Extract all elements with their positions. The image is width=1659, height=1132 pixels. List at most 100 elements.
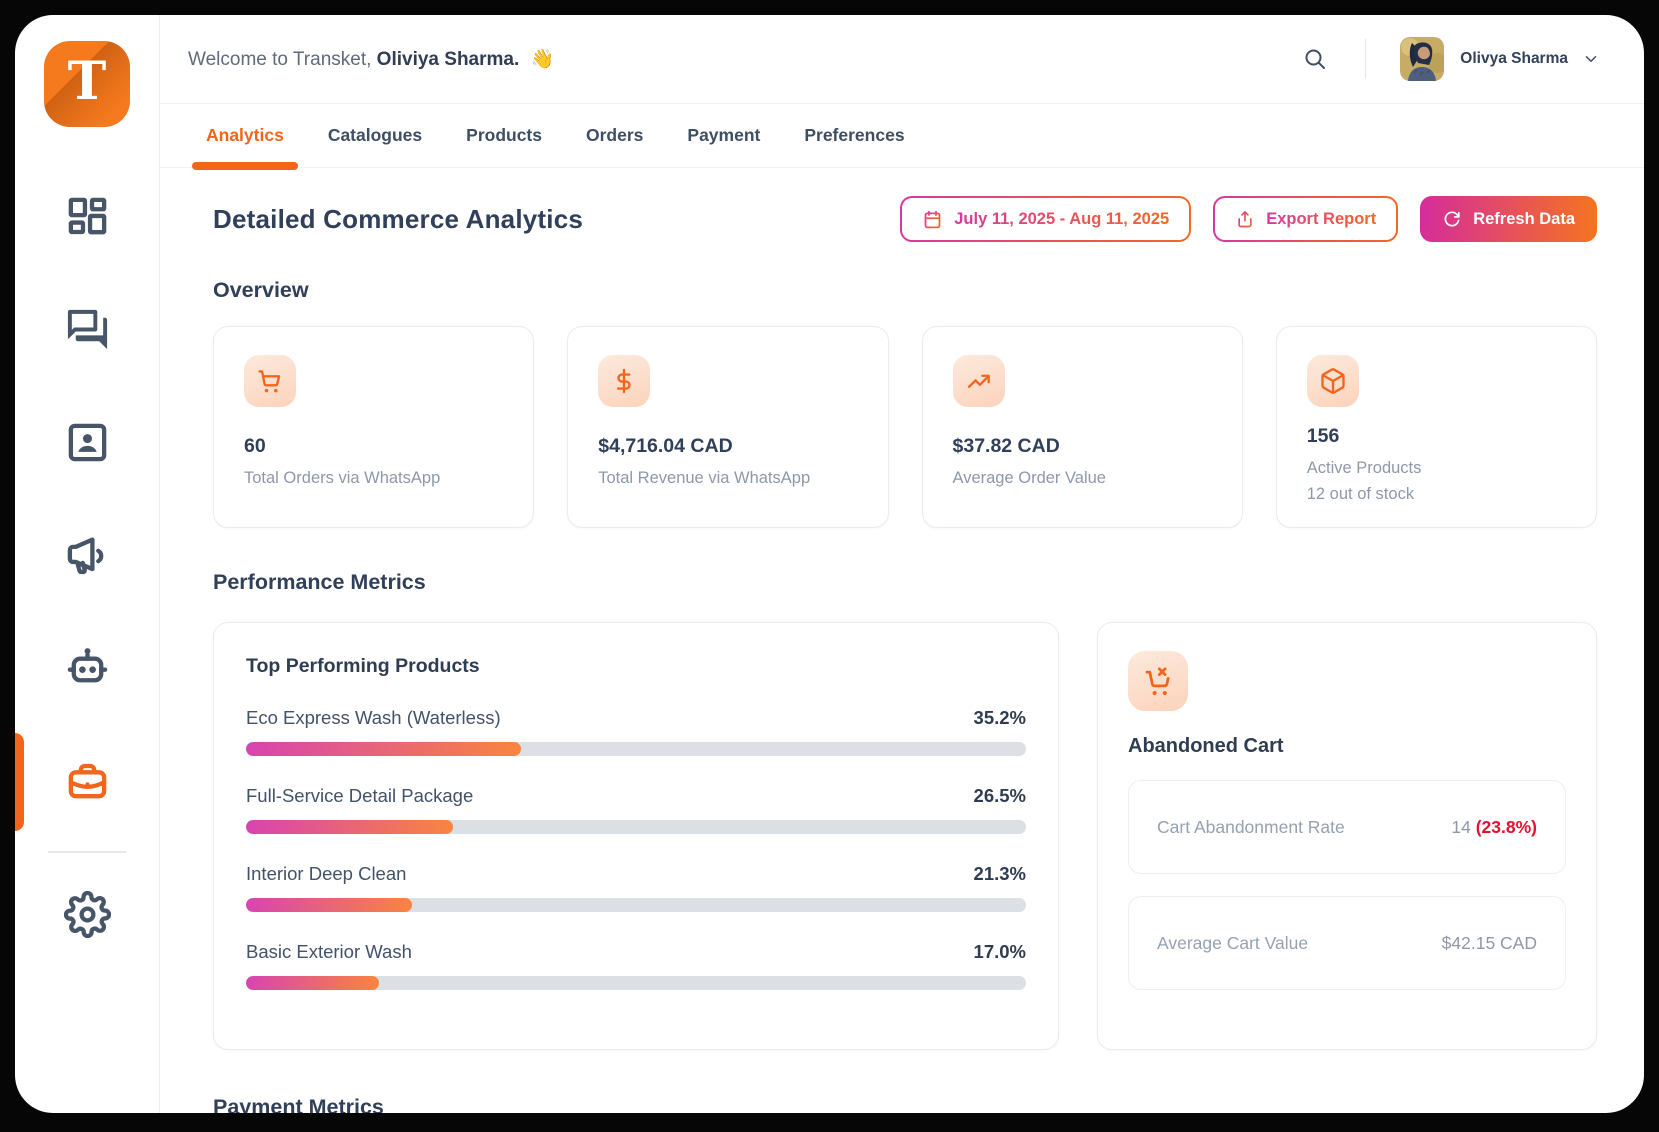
abandoned-cart-title: Abandoned Cart (1128, 735, 1284, 757)
metric-value: 14 (23.8%) (1451, 817, 1537, 838)
stat-value: 156 (1306, 425, 1340, 447)
tab-preferences[interactable]: Preferences (782, 104, 926, 167)
app-window: T (15, 15, 1644, 1113)
progress-bar (246, 898, 1026, 912)
sidebar-item-contacts[interactable] (15, 419, 159, 466)
product-name: Basic Exterior Wash (246, 941, 412, 962)
app-logo[interactable]: T (44, 41, 130, 127)
tab-analytics[interactable]: Analytics (184, 104, 306, 170)
progress-bar (246, 742, 1026, 756)
product-name: Eco Express Wash (Waterless) (246, 707, 501, 728)
stat-card-total-orders: 60 Total Orders via WhatsApp (213, 326, 535, 528)
tab-label: Catalogues (327, 125, 423, 145)
progress-bar (246, 976, 1026, 990)
stat-card-total-revenue: $4,716.04 CAD Total Revenue via WhatsApp (567, 326, 889, 528)
sidebar-item-bot[interactable] (15, 645, 159, 692)
tab-products[interactable]: Products (444, 104, 564, 167)
top-products-title: Top Performing Products (246, 655, 480, 677)
tab-label: Orders (586, 125, 644, 145)
page-title: Detailed Commerce Analytics (213, 203, 584, 234)
welcome-prefix: Welcome to Transket, (188, 49, 372, 70)
progress-fill (246, 976, 379, 990)
progress-fill (246, 898, 413, 912)
tab-label: Preferences (804, 125, 905, 145)
progress-bar (246, 820, 1026, 834)
stat-value: $37.82 CAD (952, 435, 1060, 457)
robot-icon (67, 648, 107, 683)
abandoned-cart-card: Abandoned Cart Cart Abandonment Rate 14 … (1097, 622, 1597, 1050)
tab-payment[interactable]: Payment (665, 104, 782, 167)
average-cart-value-row: Average Cart Value $42.15 CAD (1128, 896, 1566, 990)
progress-fill (246, 820, 453, 834)
product-percent: 35.2% (973, 707, 1026, 728)
stat-label: Active Products (1306, 459, 1422, 477)
progress-fill (246, 742, 521, 756)
top-products-card: Top Performing Products Eco Express Wash… (213, 622, 1059, 1050)
gear-icon (63, 891, 111, 938)
abandonment-rate-row: Cart Abandonment Rate 14 (23.8%) (1128, 780, 1566, 874)
stat-card-average-order: $37.82 CAD Average Order Value (921, 326, 1243, 528)
stat-sublabel: 12 out of stock (1306, 485, 1415, 503)
content-area: Detailed Commerce Analytics July 11, 202… (160, 168, 1644, 1113)
sidebar-item-commerce[interactable] (15, 732, 159, 831)
sidebar-item-settings[interactable] (15, 891, 159, 938)
megaphone-icon (67, 537, 103, 575)
tab-label: Products (466, 125, 542, 145)
refresh-data-label: Refresh Data (1473, 209, 1575, 228)
calendar-icon (924, 210, 941, 228)
chevron-down-icon[interactable] (1582, 50, 1600, 68)
sidebar-nav (15, 193, 159, 1004)
top-right-cluster: Olivya Sharma (1303, 37, 1600, 81)
sidebar-item-chats[interactable] (15, 306, 159, 353)
toolbar: July 11, 2025 - Aug 11, 2025 Export Repo… (900, 196, 1597, 242)
main-area: Welcome to Transket, Oliviya Sharma. 👋 (160, 15, 1644, 1113)
export-report-button[interactable]: Export Report (1213, 196, 1399, 242)
chat-icon (67, 309, 107, 350)
tab-catalogues[interactable]: Catalogues (306, 104, 444, 167)
user-avatar-photo (1400, 37, 1445, 81)
sidebar: T (15, 15, 160, 1113)
product-percent: 17.0% (973, 941, 1026, 962)
stat-card-active-products: 156 Active Products 12 out of stock (1275, 326, 1597, 528)
sidebar-divider (48, 851, 126, 853)
user-name: Olivya Sharma (1460, 50, 1568, 67)
product-row: Eco Express Wash (Waterless) 35.2% (246, 707, 1026, 756)
search-icon[interactable] (1303, 47, 1327, 71)
dashboard-icon (68, 197, 106, 235)
user-avatar[interactable] (1400, 37, 1445, 81)
tab-label: Payment (687, 125, 761, 145)
performance-heading: Performance Metrics (213, 570, 426, 594)
refresh-icon (1444, 211, 1460, 227)
product-name: Full-Service Detail Package (246, 785, 474, 806)
stat-label: Average Order Value (952, 469, 1106, 487)
product-percent: 26.5% (973, 785, 1026, 806)
metric-label: Cart Abandonment Rate (1157, 816, 1345, 837)
stat-label: Total Revenue via WhatsApp (598, 469, 811, 487)
tab-label: Analytics (206, 125, 284, 145)
contact-card-icon (68, 423, 106, 462)
active-indicator (15, 732, 24, 831)
logo-letter: T (67, 51, 107, 112)
date-range-button[interactable]: July 11, 2025 - Aug 11, 2025 (900, 196, 1192, 242)
stat-value: $4,716.04 CAD (598, 435, 733, 457)
top-bar: Welcome to Transket, Oliviya Sharma. 👋 (160, 15, 1644, 103)
dollar-icon (598, 355, 651, 407)
refresh-data-button[interactable]: Refresh Data (1420, 196, 1597, 242)
sidebar-item-dashboard[interactable] (15, 193, 159, 240)
overview-heading: Overview (213, 278, 309, 302)
stat-label: Total Orders via WhatsApp (244, 469, 441, 487)
product-row: Interior Deep Clean 21.3% (246, 863, 1026, 912)
cart-x-icon (1128, 651, 1188, 711)
metric-value: $42.15 CAD (1441, 932, 1537, 953)
tab-orders[interactable]: Orders (564, 104, 665, 167)
briefcase-icon (68, 763, 106, 799)
trending-up-icon (952, 355, 1005, 407)
product-percent: 21.3% (973, 863, 1026, 884)
sidebar-item-marketing[interactable] (15, 532, 159, 579)
metric-count: 14 (1451, 816, 1471, 837)
stat-value: 60 (244, 435, 266, 457)
tab-bar: Analytics Catalogues Products Orders Pay… (160, 103, 1644, 170)
overview-cards: 60 Total Orders via WhatsApp $4,716.04 C… (213, 326, 1597, 528)
package-icon (1306, 355, 1359, 407)
product-row: Full-Service Detail Package 26.5% (246, 785, 1026, 834)
